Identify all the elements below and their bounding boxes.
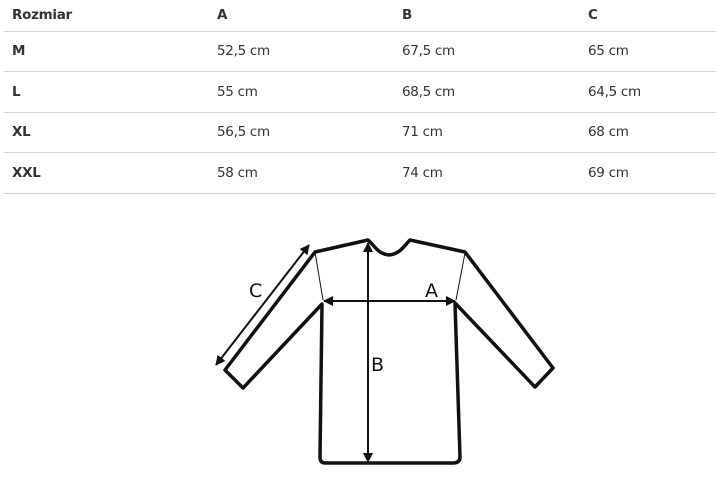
b-cell: 74 cm <box>394 152 580 194</box>
header-b: B <box>394 0 580 32</box>
size-table: Rozmiar A B C M 52,5 cm 67,5 cm 65 cm L 55 c… <box>4 0 716 194</box>
c-cell: 69 cm <box>580 152 716 194</box>
c-cell: 65 cm <box>580 31 716 72</box>
header-a: A <box>209 0 394 32</box>
label-c: C <box>249 280 262 302</box>
size-cell: M <box>4 31 209 72</box>
size-cell: XXL <box>4 152 209 194</box>
b-cell: 68,5 cm <box>394 71 580 113</box>
a-cell: 55 cm <box>209 71 394 113</box>
table-row: L 55 cm 68,5 cm 64,5 cm <box>4 71 716 113</box>
left-shoulder-seam <box>314 251 324 301</box>
header-size: Rozmiar <box>4 0 209 32</box>
label-b: B <box>371 354 384 376</box>
c-cell: 68 cm <box>580 112 716 153</box>
sweater-outline <box>223 238 555 465</box>
size-cell: XL <box>4 112 209 153</box>
size-cell: L <box>4 71 209 113</box>
label-a: A <box>425 280 438 302</box>
table-row: XL 56,5 cm 71 cm 68 cm <box>4 112 716 153</box>
a-cell: 52,5 cm <box>209 31 394 72</box>
arrow-c <box>215 244 310 366</box>
c-cell: 64,5 cm <box>580 71 716 113</box>
b-cell: 67,5 cm <box>394 31 580 72</box>
table-header: Rozmiar A B C <box>4 0 716 32</box>
table-row: M 52,5 cm 67,5 cm 65 cm <box>4 31 716 72</box>
right-shoulder-seam <box>455 252 466 301</box>
header-c: C <box>580 0 716 32</box>
a-cell: 58 cm <box>209 152 394 194</box>
b-cell: 71 cm <box>394 112 580 153</box>
a-cell: 56,5 cm <box>209 112 394 153</box>
table-row: XXL 58 cm 74 cm 69 cm <box>4 152 716 194</box>
